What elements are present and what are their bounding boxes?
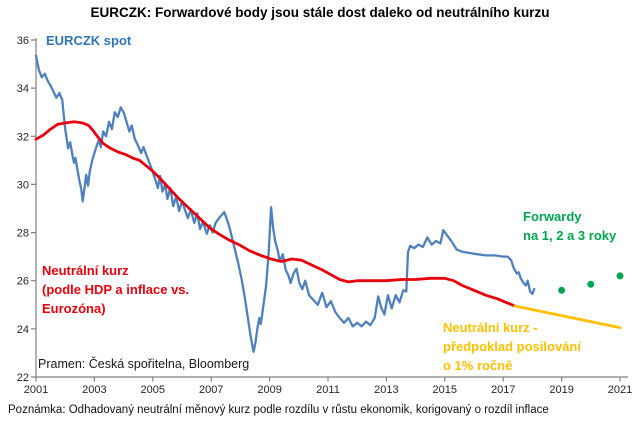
footnote: Poznámka: Odhadovaný neutrální měnový ku… <box>8 404 549 416</box>
y-axis-tick-labels: 22 24 26 28 30 32 34 36 <box>17 35 29 384</box>
forwards-series-label: Forwardy na 1, 2 a 3 roky <box>523 209 617 243</box>
neutral-series-label: Neutrální kurz (podle HDP a inflace vs. … <box>42 263 190 316</box>
y-tick-label: 36 <box>17 35 29 47</box>
x-tick-label: 2017 <box>491 384 515 396</box>
y-tick-label: 24 <box>17 324 29 336</box>
x-axis-tick-labels: 2001 2003 2005 2007 2009 2011 2013 2015 2017 2019… <box>24 384 632 396</box>
forward-dots <box>558 272 624 294</box>
chart-title: EURCZK: Forwardové body jsou stále dost … <box>90 5 550 20</box>
x-tick-label: 2021 <box>608 384 632 396</box>
x-tick-label: 2013 <box>374 384 398 396</box>
x-tick-label: 2009 <box>257 384 281 396</box>
x-tick-label: 2015 <box>433 384 457 396</box>
forward-dot <box>616 272 624 280</box>
x-tick-label: 2007 <box>199 384 223 396</box>
forecast-series-label: Neutrální kurz - předpoklad posilování o… <box>443 320 581 373</box>
neutral-forecast-line <box>513 304 622 330</box>
axes <box>31 38 628 382</box>
spot-series-label: EURCZK spot <box>46 33 132 48</box>
y-tick-label: 34 <box>17 83 29 95</box>
forward-dot <box>558 286 566 294</box>
x-tick-label: 2001 <box>24 384 48 396</box>
y-tick-label: 32 <box>17 131 29 143</box>
x-tick-label: 2011 <box>316 384 340 396</box>
y-tick-label: 26 <box>17 276 29 288</box>
y-tick-label: 30 <box>17 179 29 191</box>
x-tick-label: 2019 <box>549 384 573 396</box>
chart-canvas: 22 24 26 28 30 32 34 36 2001 2003 2005 2007 2009 201… <box>17 35 632 396</box>
forward-dot <box>587 280 595 288</box>
x-tick-label: 2005 <box>141 384 165 396</box>
series-root <box>34 54 624 353</box>
neutral-rate-line <box>34 120 517 308</box>
source-note: Pramen: Česká spořitelna, Bloomberg <box>38 357 250 371</box>
y-tick-label: 22 <box>17 372 29 384</box>
x-tick-label: 2003 <box>82 384 106 396</box>
eurczk-spot-line <box>34 54 536 353</box>
y-tick-label: 28 <box>17 228 29 240</box>
